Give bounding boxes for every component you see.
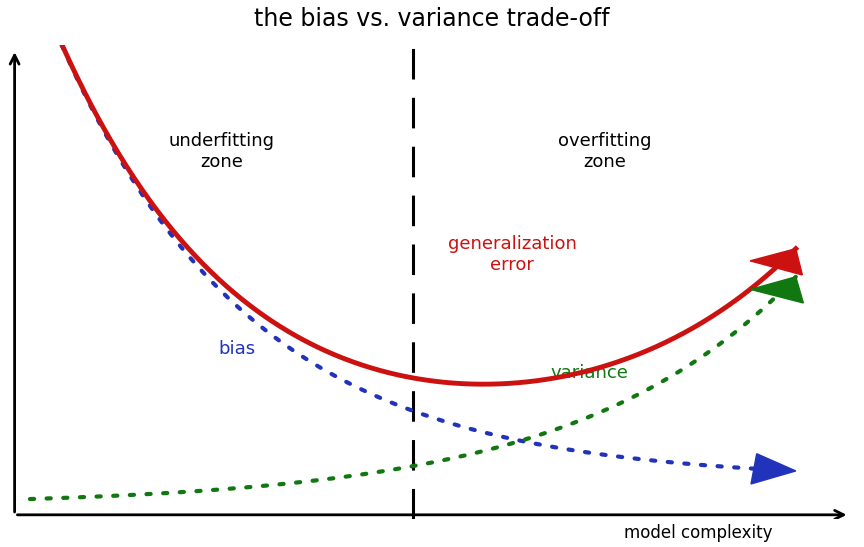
Polygon shape <box>751 454 796 484</box>
Text: overfitting
zone: overfitting zone <box>557 132 651 171</box>
Title: the bias vs. variance trade-off: the bias vs. variance trade-off <box>254 7 610 31</box>
Polygon shape <box>751 277 804 303</box>
FancyArrowPatch shape <box>17 510 843 519</box>
Text: underfitting
zone: underfitting zone <box>168 132 275 171</box>
Polygon shape <box>750 249 803 275</box>
Text: model complexity: model complexity <box>625 523 772 542</box>
FancyArrowPatch shape <box>10 55 19 512</box>
Text: generalization
error: generalization error <box>448 235 577 274</box>
Text: variance: variance <box>550 364 628 382</box>
Text: bias: bias <box>218 340 255 358</box>
